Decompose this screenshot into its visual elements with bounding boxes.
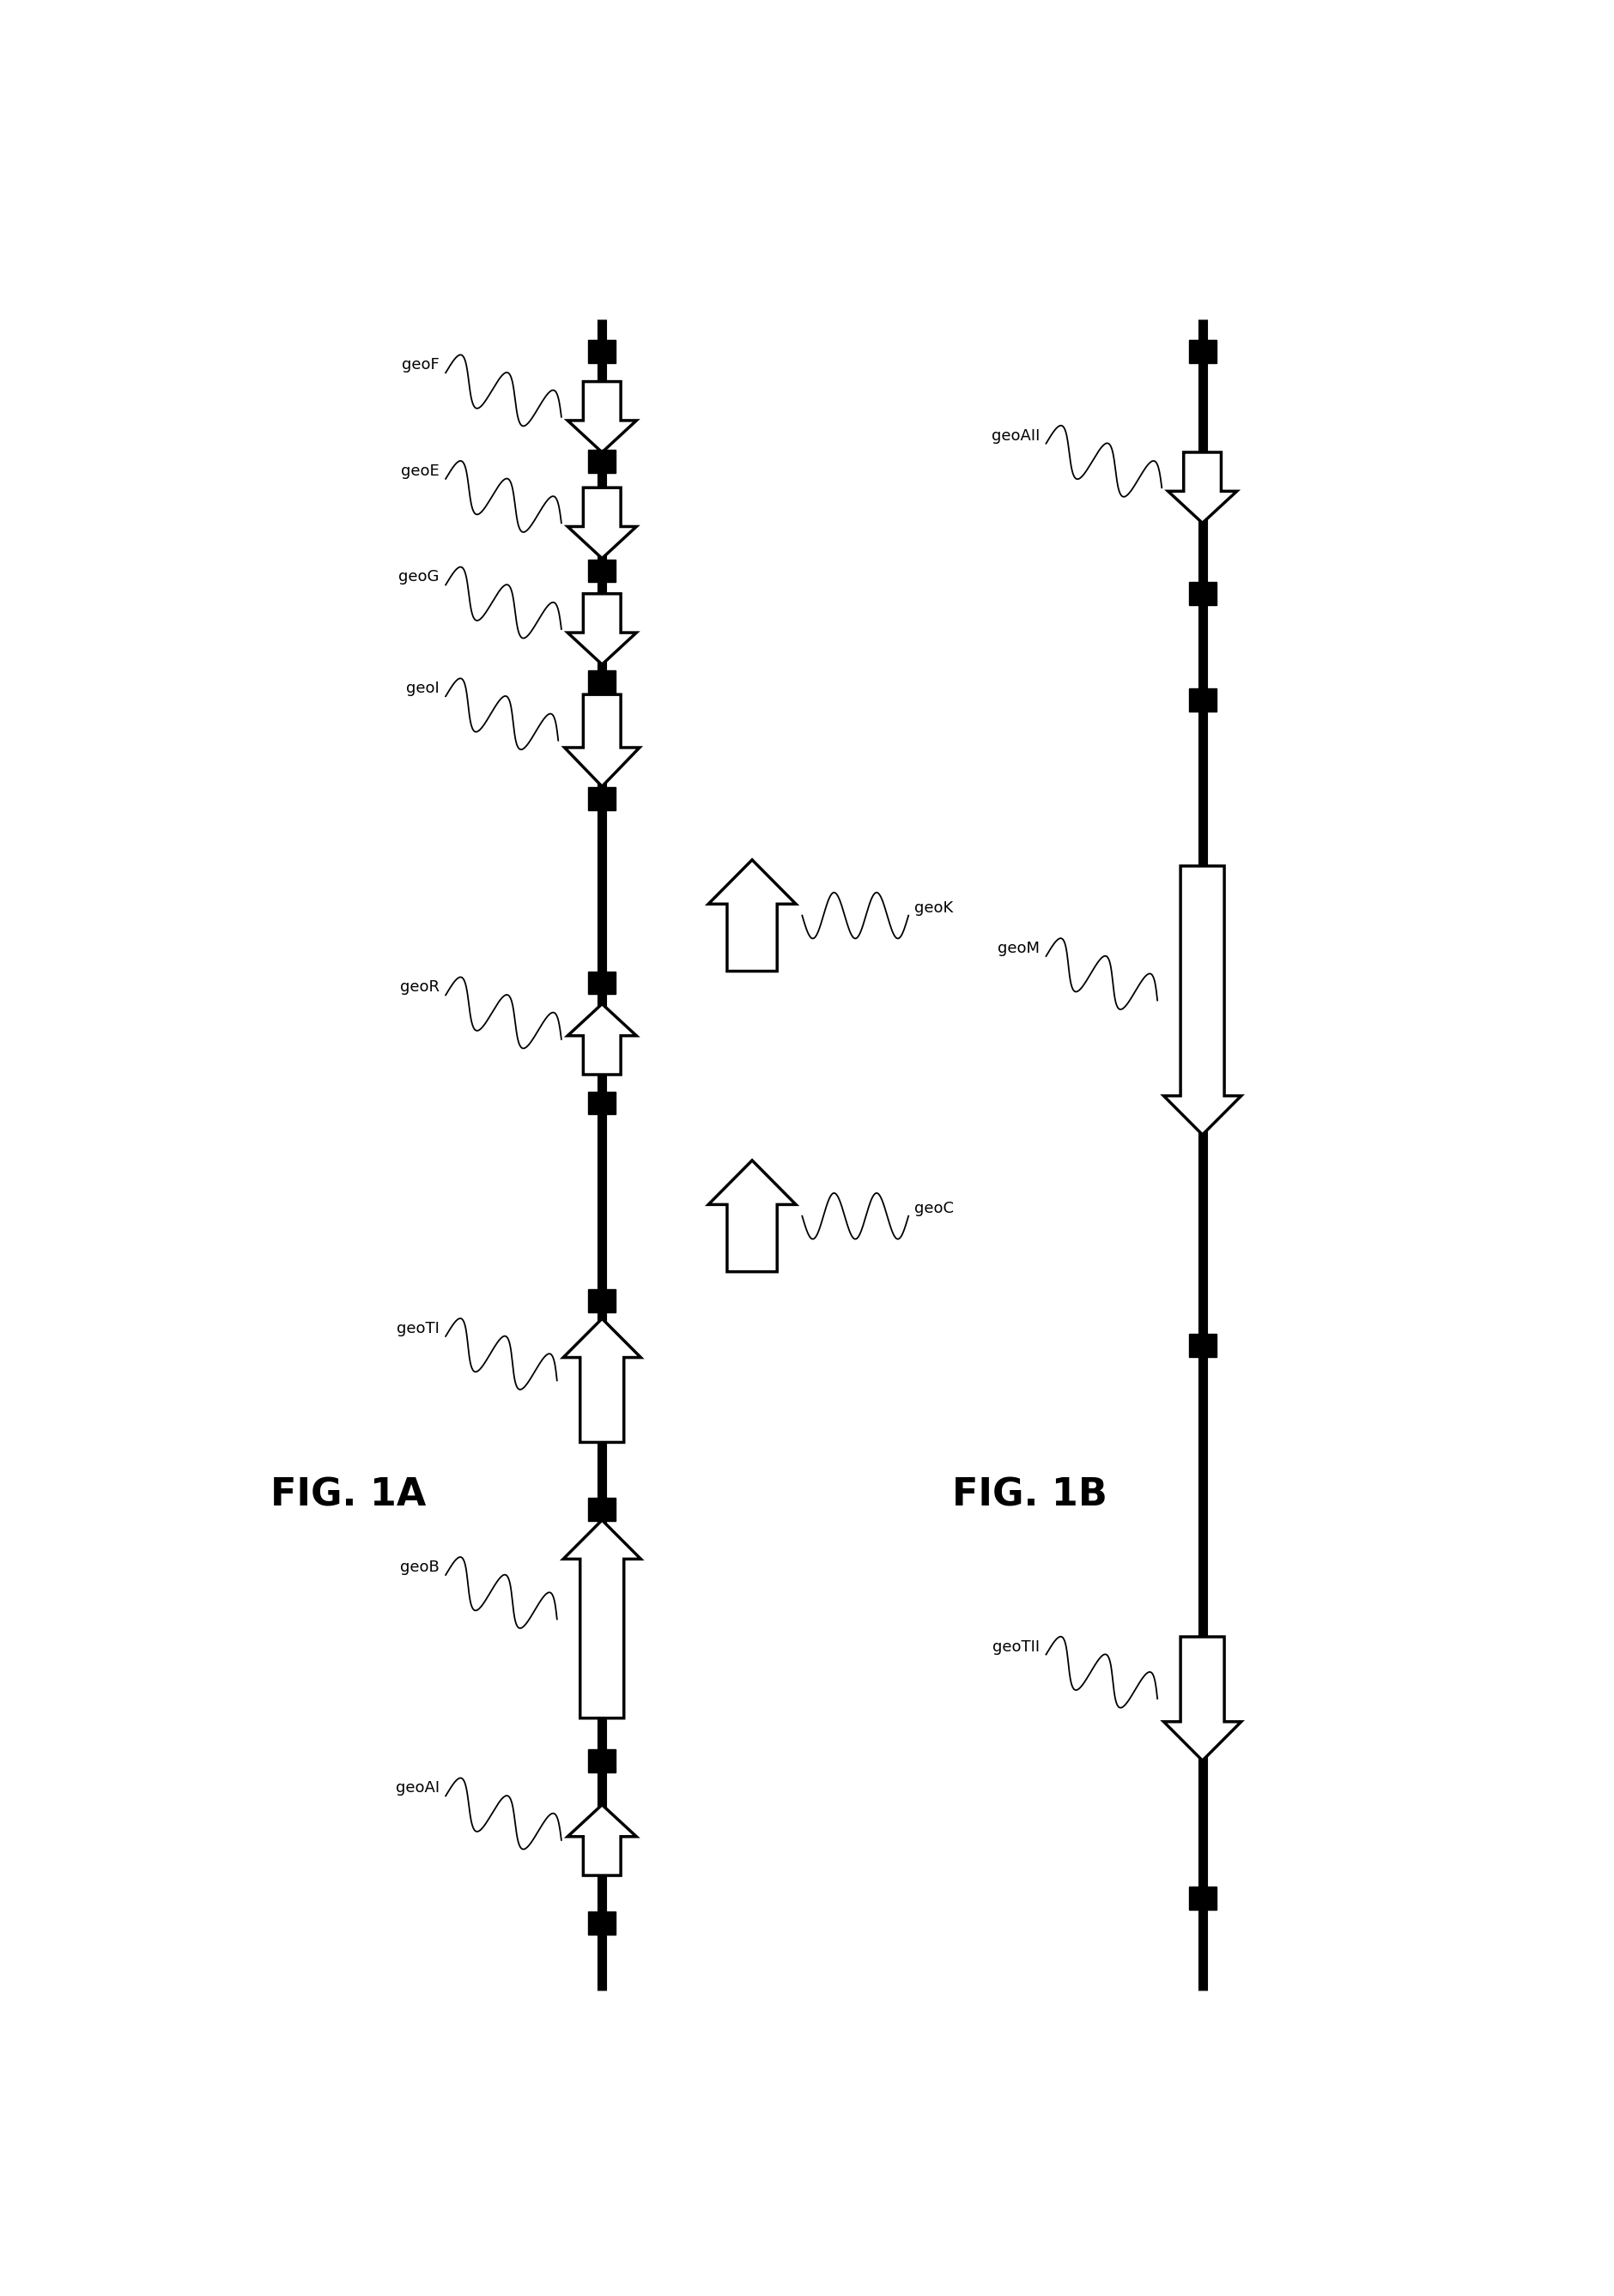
Bar	[587, 1091, 617, 1114]
Polygon shape	[563, 1520, 641, 1717]
Bar	[1188, 689, 1217, 712]
Bar	[587, 971, 617, 994]
Polygon shape	[565, 693, 639, 788]
Text: FIG. 1B: FIG. 1B	[952, 1476, 1107, 1513]
Bar	[587, 340, 617, 363]
Text: geoE: geoE	[400, 464, 439, 480]
Text: geoTI: geoTI	[397, 1320, 439, 1336]
Text: geoC: geoC	[915, 1201, 954, 1217]
Text: geoAII: geoAII	[991, 427, 1039, 443]
Text: FIG. 1A: FIG. 1A	[271, 1476, 426, 1513]
Polygon shape	[1164, 1637, 1241, 1761]
Polygon shape	[709, 1159, 796, 1272]
Text: geoR: geoR	[400, 980, 439, 994]
Bar	[587, 1750, 617, 1773]
Bar	[587, 670, 617, 693]
Polygon shape	[568, 487, 636, 558]
Text: geoM: geoM	[997, 941, 1039, 955]
Bar	[587, 1497, 617, 1520]
Text: geoAI: geoAI	[395, 1779, 439, 1795]
Bar	[587, 450, 617, 473]
Polygon shape	[709, 859, 796, 971]
Bar	[1188, 583, 1217, 606]
Bar	[1188, 1334, 1217, 1357]
Polygon shape	[568, 1805, 636, 1876]
Text: geoG: geoG	[399, 569, 439, 585]
Polygon shape	[568, 381, 636, 452]
Bar	[1188, 1887, 1217, 1910]
Text: geoI: geoI	[407, 682, 439, 696]
Polygon shape	[1164, 866, 1241, 1134]
Text: geoTII: geoTII	[993, 1639, 1039, 1655]
Bar	[587, 788, 617, 810]
Bar	[587, 1913, 617, 1936]
Polygon shape	[563, 1318, 641, 1442]
Bar	[587, 560, 617, 583]
Text: geoF: geoF	[402, 358, 439, 372]
Polygon shape	[568, 595, 636, 664]
Polygon shape	[568, 1003, 636, 1075]
Bar	[1188, 340, 1217, 363]
Text: geoB: geoB	[400, 1559, 439, 1575]
Polygon shape	[1169, 452, 1236, 523]
Text: geoK: geoK	[915, 900, 954, 916]
Bar	[587, 1290, 617, 1313]
